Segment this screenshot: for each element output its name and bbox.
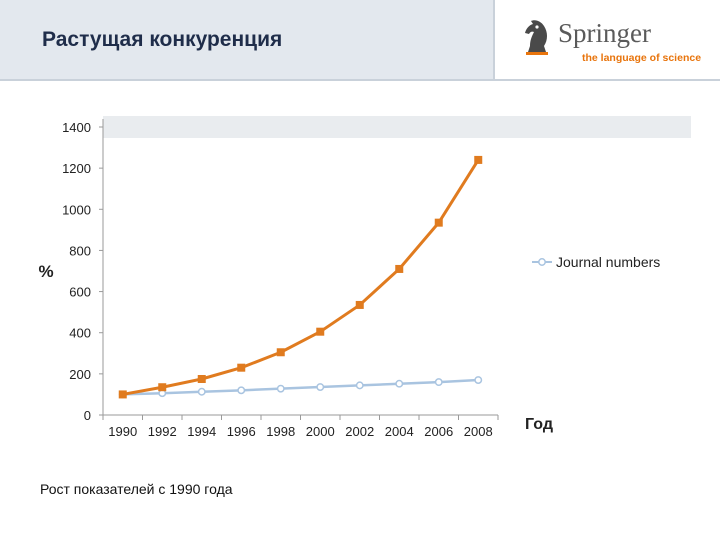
header-divider — [493, 0, 495, 80]
header-rule — [0, 79, 720, 81]
x-tick-label: 2008 — [464, 424, 493, 439]
data-point-square — [355, 300, 364, 309]
y-tick-label: 0 — [84, 408, 91, 423]
data-point-circle — [355, 381, 364, 390]
slide-title: Растущая конкуренция — [42, 28, 283, 51]
x-tick-label: 1990 — [108, 424, 137, 439]
y-tick-label: 400 — [69, 326, 91, 341]
x-tick-label: 1998 — [266, 424, 295, 439]
data-point-circle — [276, 384, 285, 393]
y-tick-label: 600 — [69, 285, 91, 300]
logo-tagline: the language of science — [582, 52, 702, 64]
data-point-square — [316, 327, 325, 336]
data-point-square — [276, 348, 285, 357]
series-layer — [118, 155, 483, 399]
knight-chess-piece-icon — [525, 20, 548, 55]
x-tick-label: 2006 — [424, 424, 453, 439]
plot-top-band — [103, 116, 691, 138]
data-point-square — [118, 390, 127, 399]
data-point-circle — [316, 383, 325, 391]
data-point-square — [434, 218, 443, 227]
y-axis-title: % — [38, 262, 53, 281]
x-axis-title: Год — [525, 416, 553, 433]
y-tick-label: 1000 — [62, 202, 91, 217]
data-point-circle — [395, 379, 404, 388]
legend-label: Journal numbers — [556, 254, 660, 270]
springer-logo: Springer the language of science — [520, 14, 710, 70]
x-tick-label: 2004 — [385, 424, 414, 439]
y-tick-label: 200 — [69, 367, 91, 382]
x-tick-label: 1996 — [227, 424, 256, 439]
footer-caption: Рост показателей с 1990 года — [40, 481, 233, 497]
data-point-square — [474, 155, 483, 164]
legend-swatch-marker — [538, 258, 546, 266]
axes — [99, 119, 499, 420]
logo-wordmark: Springer — [558, 18, 651, 48]
y-tick-label: 1200 — [62, 161, 91, 176]
labels-layer: 0 200 400 600 800 1000 1200 1400 1990 1992 1994 199… — [38, 120, 660, 439]
series-line-1 — [122, 378, 479, 396]
header-band — [0, 0, 493, 80]
x-tick-label: 2000 — [306, 424, 335, 439]
x-tick-label: 1992 — [148, 424, 177, 439]
data-point-circle — [474, 376, 483, 384]
y-tick-label: 1400 — [62, 120, 91, 135]
x-tick-label: 2002 — [345, 424, 374, 439]
data-point-circle — [237, 386, 246, 395]
series-line-0 — [122, 159, 480, 396]
data-point-circle — [434, 378, 443, 387]
data-point-square — [158, 383, 167, 392]
data-point-square — [237, 363, 246, 372]
data-point-square — [395, 264, 404, 273]
x-tick-label: 1994 — [187, 424, 216, 439]
y-tick-label: 800 — [69, 243, 91, 258]
data-point-circle — [197, 387, 206, 396]
data-point-square — [197, 375, 206, 383]
